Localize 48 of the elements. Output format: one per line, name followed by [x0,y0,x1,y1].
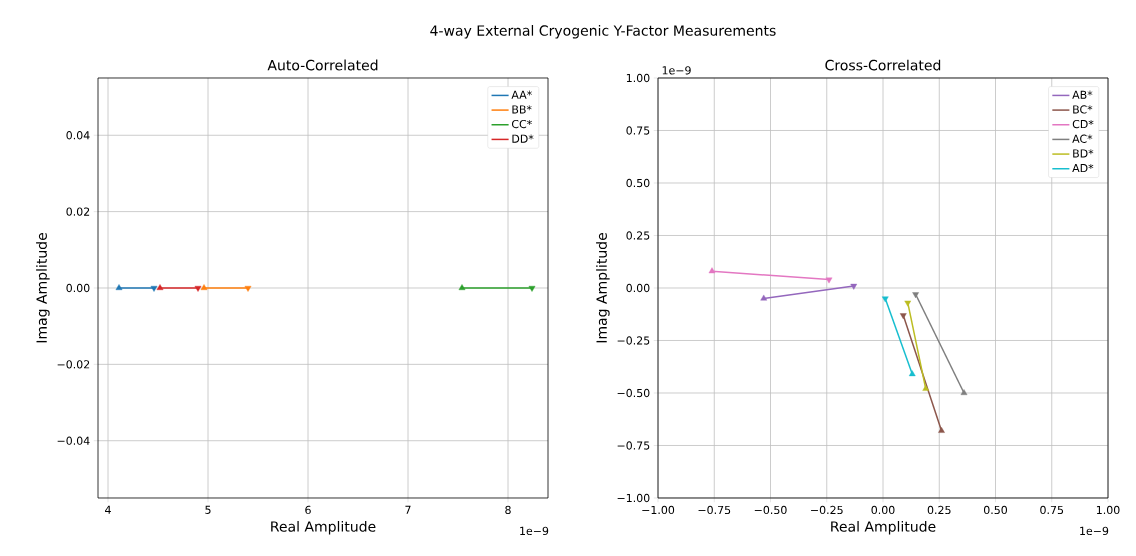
legend-label: BD* [1073,149,1094,158]
y-tick-label: 0.25 [626,231,650,240]
x-tick-label: 0.00 [871,505,895,515]
x-tick-label: 0.50 [983,505,1007,515]
x-tick-label: 1.00 [1096,505,1120,515]
y-tick-label: −1.00 [617,493,650,503]
y-tick-label: 0.00 [66,283,90,293]
y-tick-label: −0.02 [57,360,90,369]
text: 1e−9 [520,526,549,536]
legend-label: BB* [512,105,532,114]
x-axis-title: Real Amplitude [831,520,936,535]
x-tick-label: −0.75 [698,505,731,515]
y-tick-label: −0.75 [617,441,650,450]
legend-label: AA* [511,90,532,99]
x-tick-label: 6 [305,505,311,515]
legend-label: CC* [511,119,532,129]
legend-label: AC* [1072,134,1093,143]
x-tick-label: 0.25 [927,505,951,515]
y-axis-title: Imag Amplitude [36,233,50,343]
y-tick-label: 0.50 [626,178,650,188]
legend-label: AB* [1072,90,1093,99]
y-tick-label: 0.75 [626,126,650,135]
text: 1e−9 [662,66,691,75]
x-tick-label: 4 [105,505,111,514]
x-tick-label: −1.00 [642,505,675,515]
chart-title: Auto-Correlated [267,59,378,71]
y-tick-label: 0.00 [626,283,650,293]
y-tick-label: −0.50 [617,388,650,398]
x-axis-title: Real Amplitude [271,520,376,535]
y-tick-label: −0.04 [57,436,90,445]
x-tick-label: −0.25 [811,505,843,515]
y-axis-title: Imag Amplitude [596,233,610,343]
legend-label: DD* [512,134,534,143]
x-tick-label: 0.75 [1040,505,1064,515]
y-tick-label: 0.02 [66,207,90,216]
x-tick-label: 8 [505,505,511,515]
y-tick-label: −0.25 [617,336,650,345]
x-tick-label: 7 [405,505,411,514]
text: 4-way External Cryogenic Y-Factor Measurements [430,25,776,39]
text: 1e−9 [1080,526,1109,536]
y-tick-label: 0.04 [66,131,90,140]
chart-title: Cross-Correlated [825,59,941,71]
legend-label: AD* [1072,163,1094,173]
legend-label: BC* [1073,105,1093,114]
legend-label: CD* [1072,119,1094,129]
x-tick-label: 5 [205,505,211,514]
x-tick-label: −0.50 [754,505,787,515]
y-tick-label: 1.00 [626,73,650,83]
